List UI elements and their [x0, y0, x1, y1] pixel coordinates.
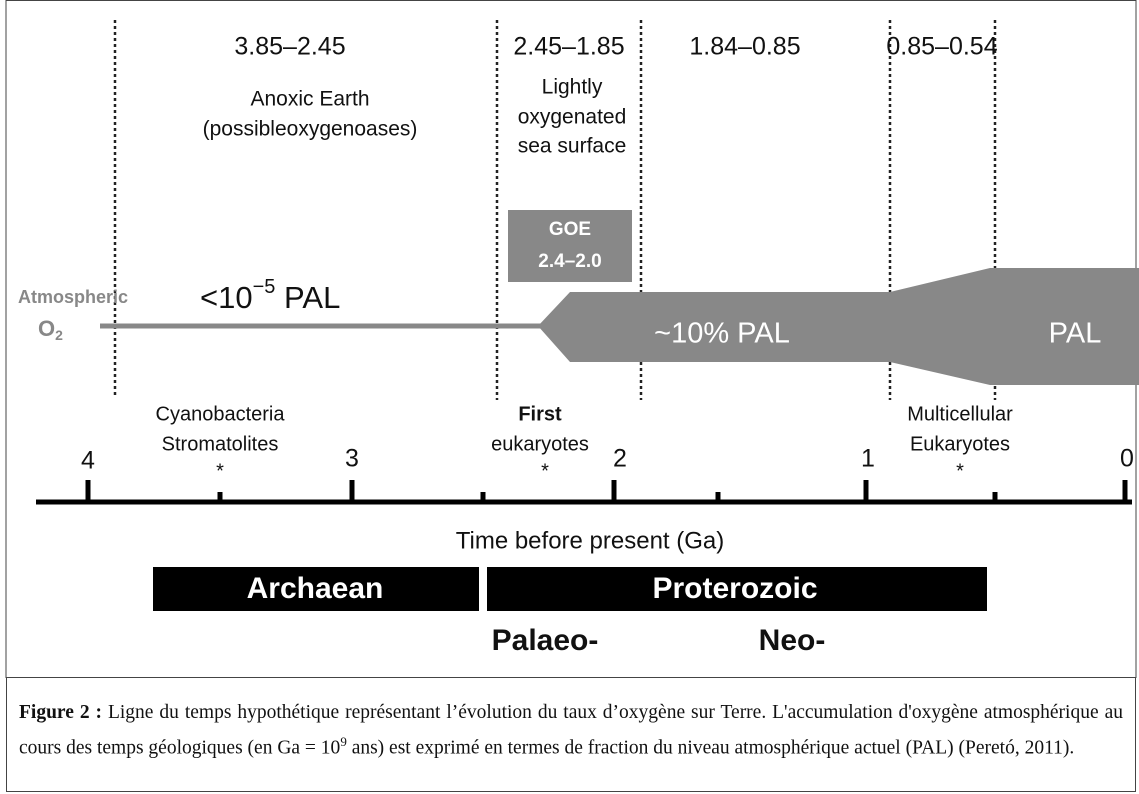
- caption-text: ans) est exprimé en termes de fraction d…: [346, 737, 1075, 759]
- low-level: <10−5 PAL: [200, 276, 340, 315]
- eon-label: Archaean: [247, 572, 384, 605]
- event-text: First: [518, 403, 562, 425]
- event-text: Eukaryotes: [910, 433, 1010, 455]
- atmospheric-label: Atmospheric: [18, 287, 128, 307]
- low-base: <10: [200, 280, 253, 315]
- tick-label: 4: [81, 447, 95, 475]
- caption-sup: 9: [340, 734, 347, 749]
- event-text: eukaryotes: [491, 433, 589, 455]
- anoxic-text: (possibleoxygenoases): [203, 118, 418, 141]
- caption-label: Figure 2 :: [19, 702, 103, 723]
- goe-text: GOE: [549, 219, 591, 240]
- event-marker: *: [956, 460, 964, 482]
- high-level: PAL: [1049, 318, 1102, 350]
- caption-text: Ligne du temps hypothétique représentant…: [19, 702, 1123, 759]
- o2-o: O: [38, 316, 55, 341]
- event-text: Stromatolites: [162, 433, 279, 455]
- tick-label: 1: [861, 445, 875, 473]
- goe-box: [508, 210, 632, 282]
- low-exp: −5: [253, 276, 276, 298]
- event-text: Cyanobacteria: [156, 403, 286, 425]
- tick-label: 3: [345, 445, 359, 473]
- eon-label: Proterozoic: [652, 572, 817, 605]
- o2-band: [538, 268, 1139, 385]
- low-unit: PAL: [275, 280, 340, 315]
- event-marker: *: [541, 460, 549, 482]
- figure: 3.85–2.45 2.45–1.85 1.84–0.85 0.85–0.54 …: [5, 0, 1139, 678]
- event-text: Multicellular: [907, 403, 1013, 425]
- tick-label: 0: [1120, 445, 1134, 473]
- era-label: Palaeo-: [492, 624, 599, 657]
- period: 1.84–0.85: [689, 33, 800, 61]
- mid-level: ~10% PAL: [654, 318, 790, 350]
- goe-text: 2.4–2.0: [538, 251, 601, 272]
- o2-sub: 2: [55, 327, 63, 343]
- tick-label: 2: [613, 445, 627, 473]
- eon-bar: [153, 567, 479, 611]
- anoxic-text: Anoxic Earth: [250, 88, 369, 111]
- axis-label: Time before present (Ga): [456, 527, 725, 554]
- event-marker: *: [216, 460, 224, 482]
- period: 3.85–2.45: [234, 33, 345, 61]
- period-dividers: [113, 20, 997, 400]
- period: 2.45–1.85: [513, 33, 624, 61]
- lightly-text: sea surface: [518, 135, 627, 158]
- caption: Figure 2 : Ligne du temps hypothétique r…: [6, 678, 1136, 792]
- o2-label: O2: [38, 316, 63, 343]
- era-label: Neo-: [759, 624, 826, 657]
- eon-bar: [487, 567, 987, 611]
- period: 0.85–0.54: [886, 33, 997, 61]
- lightly-text: Lightly: [542, 76, 603, 99]
- lightly-text: oxygenated: [518, 106, 627, 129]
